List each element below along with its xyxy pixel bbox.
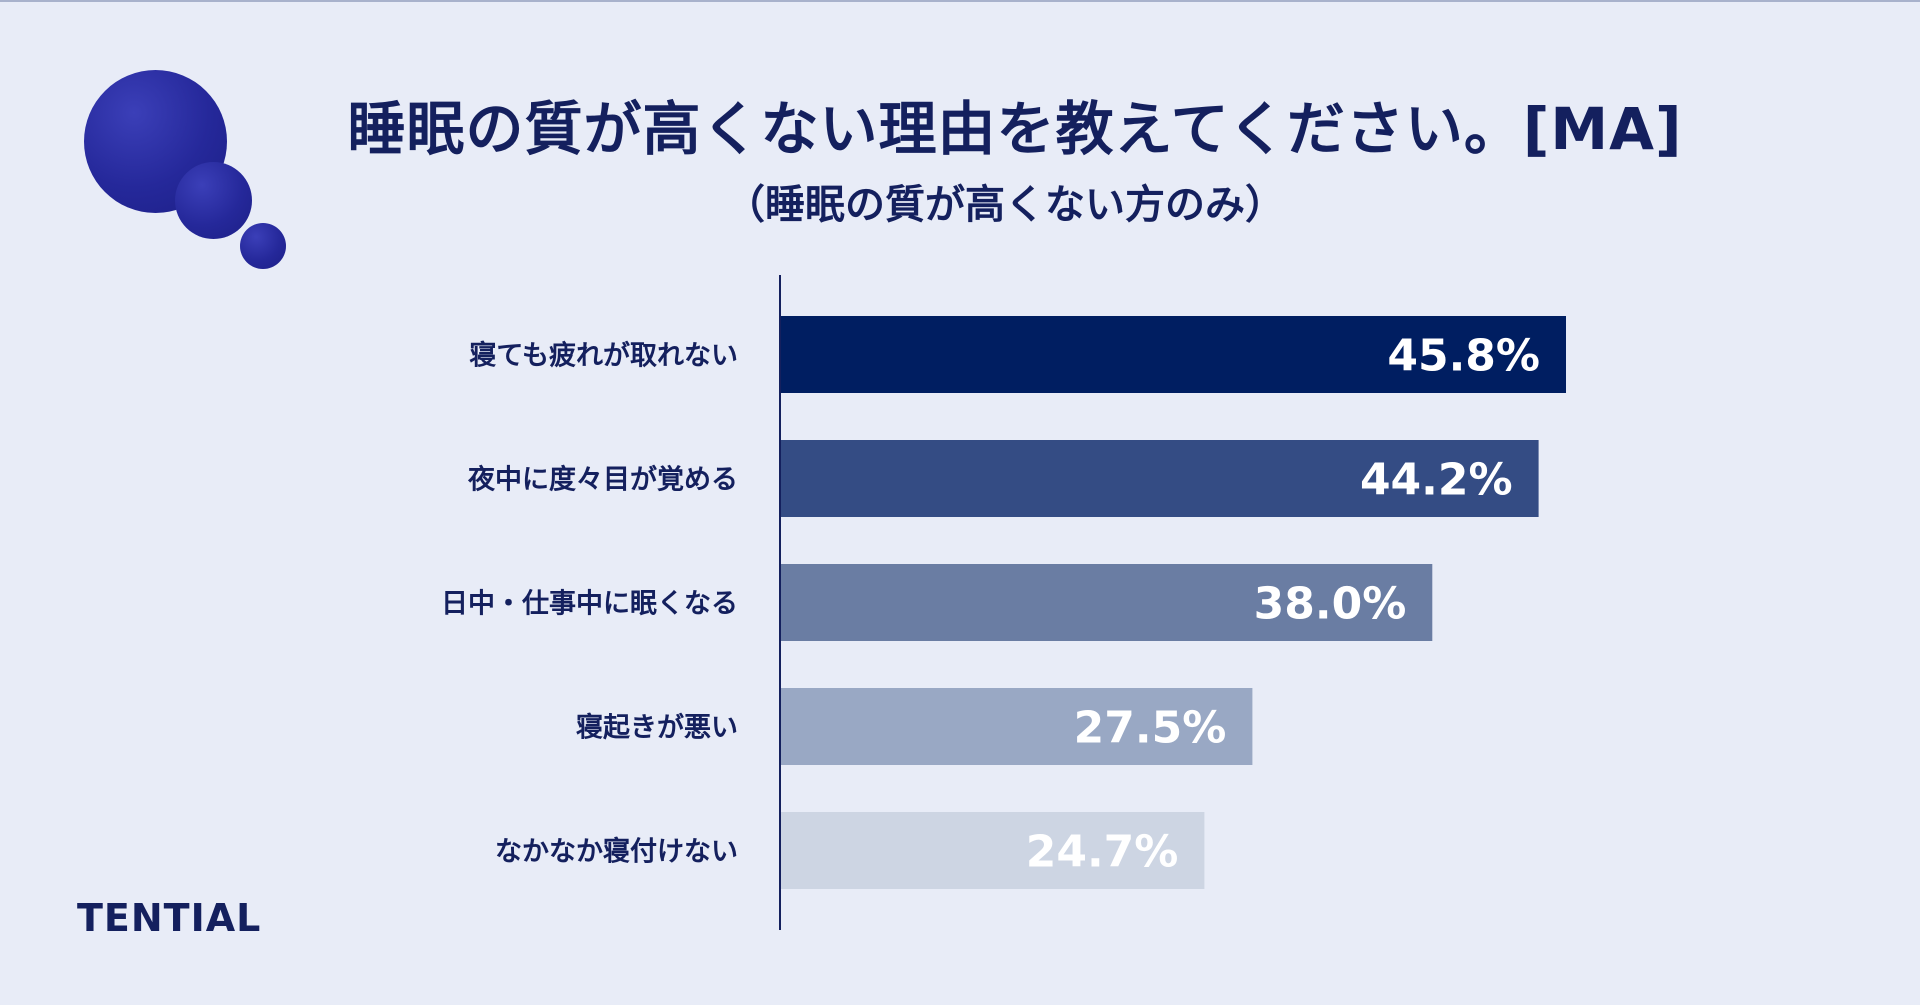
value-label-3: 38.0% [1254,579,1407,630]
category-label-2: 夜中に度々目が覚める [467,464,738,496]
category-label-1: 寝ても疲れが取れない [469,340,738,372]
chart-title: 睡眠の質が高くない理由を教えてください。[MA] [347,95,1683,163]
category-label-5: なかなか寝付けない [495,836,738,868]
chart-subtitle: （睡眠の質が高くない方のみ） [725,182,1285,228]
bar-3 [781,564,1433,641]
top-border [0,0,1920,2]
value-label-1: 45.8% [1387,331,1540,382]
value-label-5: 24.7% [1026,827,1179,878]
category-label-3: 日中・仕事中に眠くなる [441,589,738,620]
bar-4 [781,688,1253,765]
category-label-4: 寝起きが悪い [576,712,738,744]
thought-bubble-medium [175,162,252,239]
value-label-2: 44.2% [1360,455,1513,506]
bar-1 [781,316,1566,393]
bar-5 [781,812,1205,889]
bar-2 [781,440,1539,517]
value-label-4: 27.5% [1074,703,1227,754]
brand-logo: TENTIAL [77,896,262,940]
thought-bubble-small [240,223,286,269]
